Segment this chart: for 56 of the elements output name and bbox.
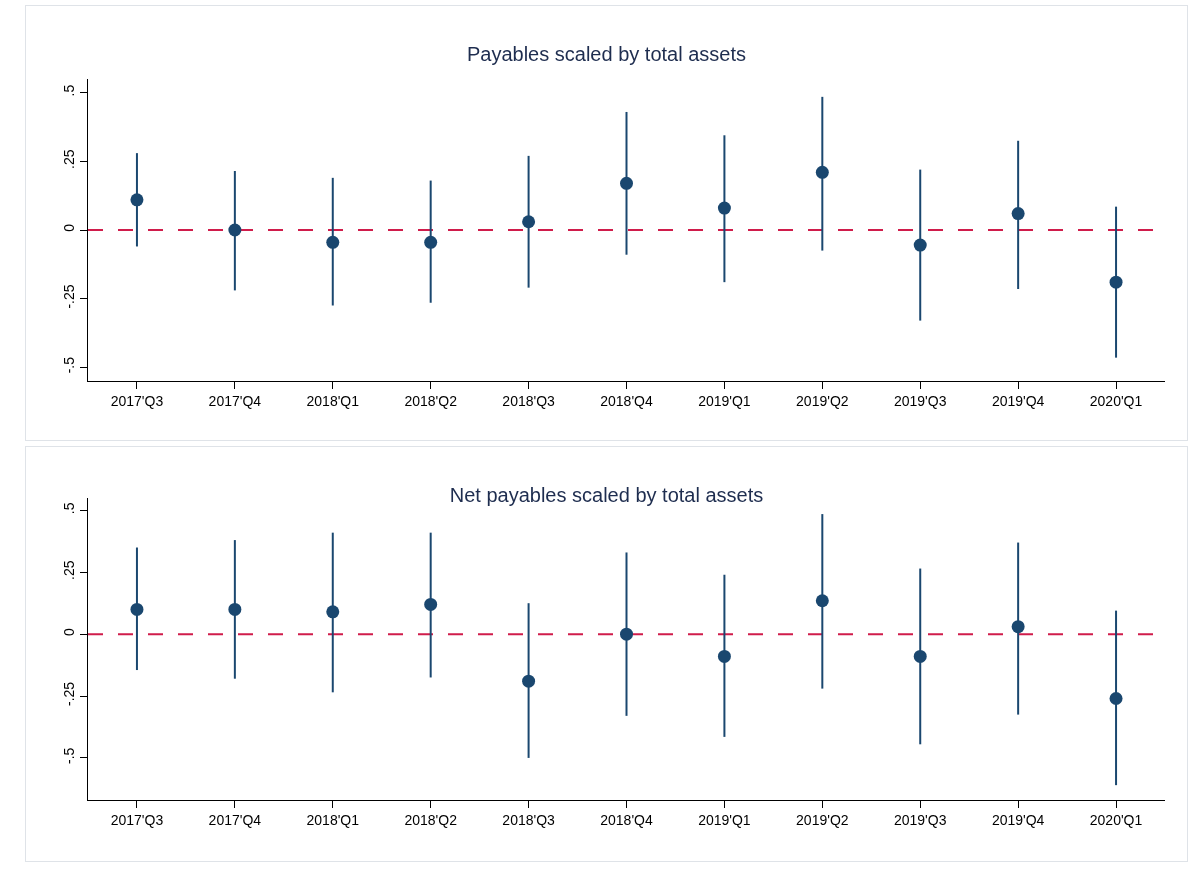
point xyxy=(228,602,242,616)
y-tick-label: 0 xyxy=(61,223,78,232)
point xyxy=(1109,692,1123,705)
y-tick-label: .5 xyxy=(61,84,78,97)
point xyxy=(1109,275,1123,289)
x-tick-label: 2018'Q2 xyxy=(404,392,458,409)
x-tick-label: 2019'Q3 xyxy=(893,811,947,828)
x-tick-label: 2018'Q2 xyxy=(404,811,458,828)
point xyxy=(717,201,731,215)
chart-title: Payables scaled by total assets xyxy=(466,43,747,66)
x-tick-label: 2017'Q3 xyxy=(110,392,164,409)
y-tick-label: .5 xyxy=(61,502,78,515)
point xyxy=(522,674,536,688)
point xyxy=(815,594,829,608)
x-tick-label: 2017'Q4 xyxy=(208,811,262,828)
y-tick-label: -.25 xyxy=(61,681,78,706)
point xyxy=(326,605,340,619)
y-tick-label: .25 xyxy=(61,560,78,580)
y-tick-label: 0 xyxy=(61,627,78,636)
y-tick-label: -.5 xyxy=(61,356,78,374)
x-tick-label: 2020'Q1 xyxy=(1089,392,1143,409)
point xyxy=(424,235,438,249)
point xyxy=(130,602,144,616)
x-tick-label: 2017'Q3 xyxy=(110,811,164,828)
x-tick-label: 2019'Q3 xyxy=(893,392,947,409)
point xyxy=(228,223,242,237)
y-tick-label: -.25 xyxy=(61,284,78,309)
x-tick-label: 2018'Q1 xyxy=(306,392,360,409)
x-tick-label: 2019'Q4 xyxy=(991,811,1045,828)
x-tick-label: 2018'Q3 xyxy=(502,392,556,409)
x-tick-label: 2018'Q3 xyxy=(502,811,556,828)
x-tick-label: 2020'Q1 xyxy=(1089,811,1143,828)
point xyxy=(620,627,633,641)
x-tick-label: 2018'Q1 xyxy=(306,811,360,828)
y-tick-label: .25 xyxy=(61,149,78,169)
point xyxy=(815,165,829,179)
x-tick-label: 2019'Q1 xyxy=(698,811,751,828)
x-tick-label: 2019'Q2 xyxy=(796,392,849,409)
point xyxy=(717,649,731,663)
point xyxy=(326,235,340,249)
x-tick-label: 2019'Q4 xyxy=(991,392,1045,409)
x-tick-label: 2018'Q4 xyxy=(600,392,653,409)
point xyxy=(522,215,536,229)
point xyxy=(620,176,633,190)
point xyxy=(913,649,927,663)
y-tick-label: -.5 xyxy=(61,747,78,764)
point xyxy=(913,238,927,252)
x-tick-label: 2017'Q4 xyxy=(208,392,262,409)
x-tick-label: 2019'Q2 xyxy=(796,811,849,828)
chart-title: Net payables scaled by total assets xyxy=(449,484,764,507)
point xyxy=(424,597,438,611)
point xyxy=(130,193,144,207)
x-tick-label: 2018'Q4 xyxy=(600,811,653,828)
point xyxy=(1011,620,1025,634)
x-tick-label: 2019'Q1 xyxy=(698,392,751,409)
point xyxy=(1011,207,1025,221)
